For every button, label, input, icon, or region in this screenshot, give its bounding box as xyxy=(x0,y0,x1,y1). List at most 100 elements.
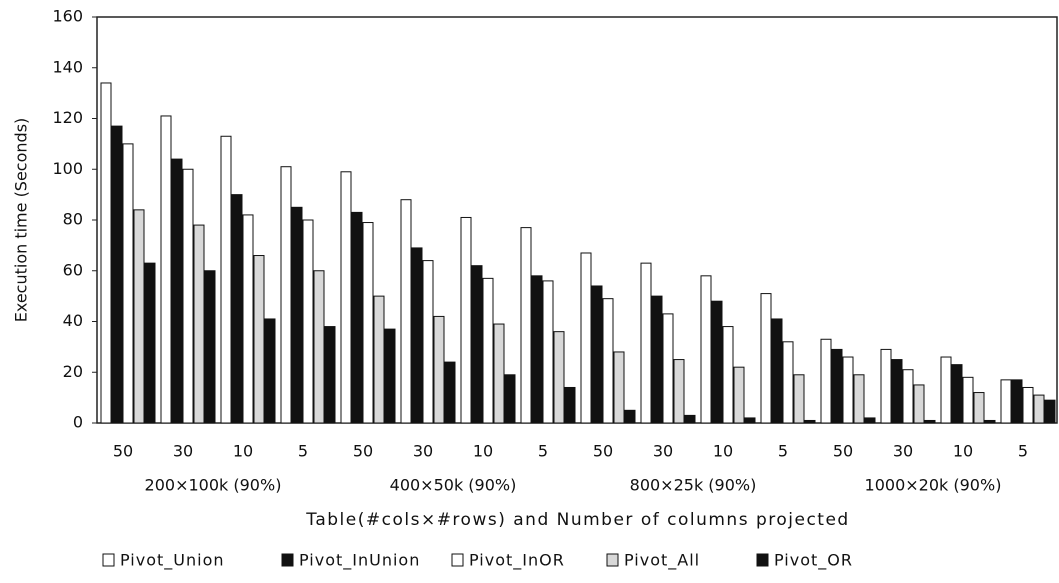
bar xyxy=(171,158,183,424)
group-label: 200×100k (90%) xyxy=(145,476,282,495)
bar xyxy=(711,300,723,424)
bar xyxy=(804,419,816,424)
bar xyxy=(722,326,734,424)
y-axis-label: Execution time (Seconds) xyxy=(12,118,31,323)
bar xyxy=(853,374,865,424)
bar xyxy=(291,206,303,424)
bar xyxy=(602,298,614,424)
bar xyxy=(411,247,423,424)
bar xyxy=(100,82,112,424)
bar xyxy=(842,356,854,424)
bar xyxy=(504,374,516,424)
x-tick-label: 30 xyxy=(653,442,673,461)
y-tick-label: 20 xyxy=(63,362,83,381)
x-tick-label: 50 xyxy=(833,442,853,461)
bar xyxy=(744,417,756,424)
bar xyxy=(700,275,712,424)
bar xyxy=(962,376,974,424)
bar xyxy=(482,277,494,424)
legend-label: Pivot_OR xyxy=(774,551,853,571)
bar xyxy=(553,331,565,424)
bar xyxy=(351,211,363,424)
x-tick-label: 50 xyxy=(593,442,613,461)
bar xyxy=(520,227,532,424)
bar xyxy=(831,348,843,424)
legend-swatch xyxy=(606,553,619,567)
y-tick-label: 0 xyxy=(73,413,83,432)
bar xyxy=(182,168,194,424)
bar xyxy=(684,414,696,424)
bar xyxy=(782,341,794,424)
x-tick-label: 5 xyxy=(538,442,548,461)
bar xyxy=(280,166,292,424)
bar xyxy=(613,351,625,424)
bar xyxy=(253,255,265,424)
x-tick-label: 30 xyxy=(413,442,433,461)
x-tick-label: 10 xyxy=(233,442,253,461)
bar xyxy=(1000,379,1012,424)
bar xyxy=(460,216,472,424)
y-tick-label: 140 xyxy=(52,57,83,76)
bar xyxy=(651,295,663,424)
legend-label: Pivot_Union xyxy=(120,551,225,571)
group-label: 800×25k (90%) xyxy=(630,476,757,495)
x-tick-label: 50 xyxy=(353,442,373,461)
bar xyxy=(662,313,674,424)
bar xyxy=(891,359,903,424)
bar xyxy=(313,270,325,424)
legend-swatch xyxy=(281,553,294,567)
bar xyxy=(362,222,374,424)
x-tick-label: 10 xyxy=(713,442,733,461)
bar xyxy=(673,359,685,424)
bar xyxy=(1044,399,1056,424)
bar xyxy=(144,262,156,424)
x-tick-label: 30 xyxy=(173,442,193,461)
x-tick-label: 50 xyxy=(113,442,133,461)
bar xyxy=(302,219,314,424)
bar xyxy=(242,214,254,424)
bar xyxy=(340,171,352,424)
bar xyxy=(542,280,554,424)
bar xyxy=(913,384,925,424)
legend-swatch xyxy=(102,553,115,567)
bar xyxy=(940,356,952,424)
bar xyxy=(264,318,276,424)
x-tick-label: 5 xyxy=(778,442,788,461)
y-tick-label: 60 xyxy=(63,260,83,279)
y-tick-label: 40 xyxy=(63,311,83,330)
bar xyxy=(973,392,985,424)
bar xyxy=(591,285,603,424)
group-label: 400×50k (90%) xyxy=(390,476,517,495)
bar xyxy=(564,386,576,424)
x-tick-label: 5 xyxy=(298,442,308,461)
bar xyxy=(760,293,772,424)
x-axis-label: Table(#cols×#rows) and Number of columns… xyxy=(305,510,849,530)
x-tick-label: 10 xyxy=(473,442,493,461)
bar xyxy=(1011,379,1023,424)
bar xyxy=(951,364,963,424)
bar xyxy=(231,194,243,424)
bar xyxy=(580,252,592,424)
y-tick-label: 100 xyxy=(52,159,83,178)
bar xyxy=(733,366,745,424)
bar xyxy=(400,199,412,424)
bar xyxy=(324,326,336,424)
bar xyxy=(771,318,783,424)
bar xyxy=(133,209,145,424)
bar xyxy=(111,125,123,424)
y-tick-label: 80 xyxy=(63,210,83,229)
legend-swatch xyxy=(756,553,769,567)
bar xyxy=(793,374,805,424)
bar xyxy=(493,323,505,424)
bar xyxy=(193,224,205,424)
bar xyxy=(204,270,216,424)
bar xyxy=(444,361,456,424)
legend-label: Pivot_InUnion xyxy=(299,551,420,571)
bar xyxy=(1022,386,1034,424)
bar xyxy=(902,369,914,424)
bar xyxy=(864,417,876,424)
bar xyxy=(820,338,832,424)
group-label: 1000×20k (90%) xyxy=(865,476,1002,495)
legend-label: Pivot_InOR xyxy=(469,551,565,571)
